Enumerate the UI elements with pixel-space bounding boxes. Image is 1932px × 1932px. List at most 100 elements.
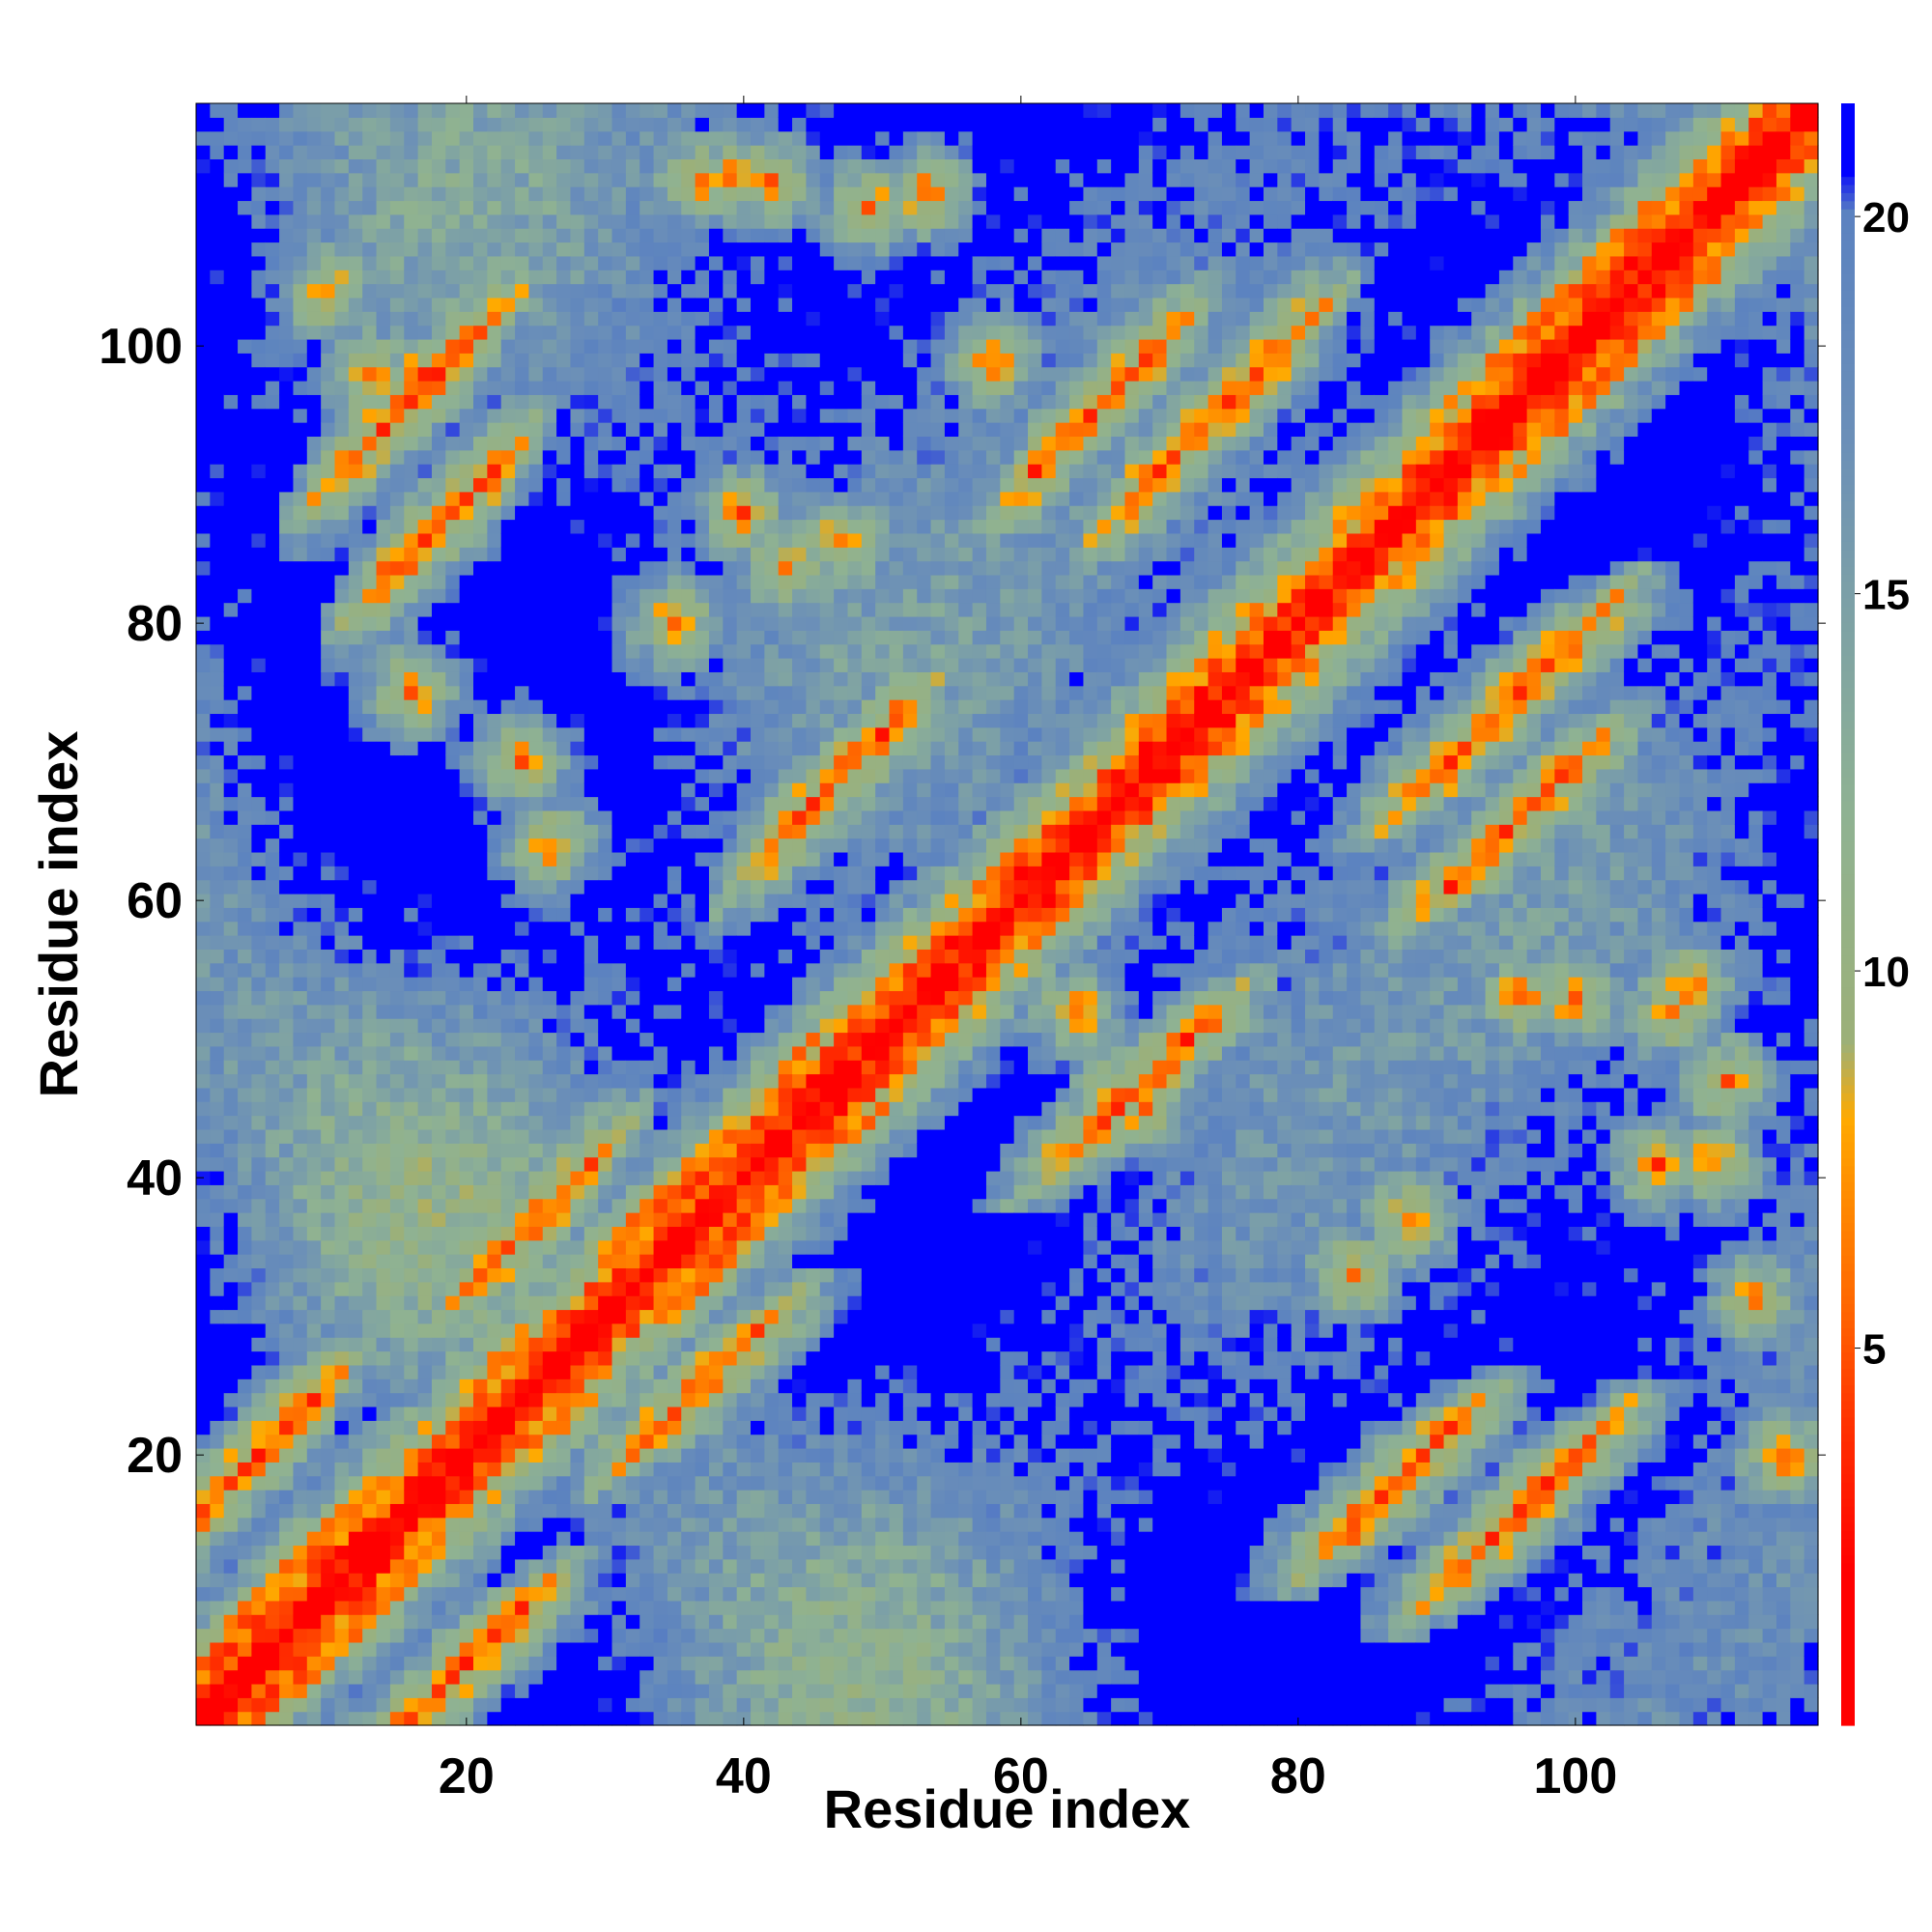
heatmap-cell — [417, 1156, 433, 1172]
heatmap-cell — [362, 879, 378, 895]
heatmap-cell — [598, 1128, 613, 1144]
heatmap-cell — [528, 103, 544, 118]
heatmap-cell — [556, 699, 572, 715]
heatmap-cell — [764, 1226, 780, 1241]
heatmap-cell — [611, 949, 627, 964]
heatmap-cell — [196, 1573, 211, 1588]
heatmap-cell — [598, 1434, 613, 1449]
heatmap-cell — [500, 907, 516, 923]
heatmap-cell — [210, 1254, 225, 1269]
heatmap-cell — [667, 1170, 682, 1185]
heatmap-cell — [251, 172, 267, 187]
heatmap-cell — [293, 782, 308, 798]
heatmap-cell — [736, 338, 752, 354]
heatmap-cell — [528, 1683, 544, 1698]
heatmap-cell — [542, 1573, 557, 1588]
heatmap-cell — [459, 1628, 474, 1643]
heatmap-cell — [487, 713, 502, 728]
heatmap-cell — [583, 713, 599, 728]
heatmap-cell — [625, 1475, 640, 1491]
heatmap-cell — [570, 255, 585, 270]
heatmap-cell — [321, 1101, 336, 1117]
heatmap-cell — [764, 1628, 780, 1643]
heatmap-cell — [404, 1475, 419, 1491]
heatmap-cell — [445, 560, 461, 576]
heatmap-cell — [583, 1115, 599, 1130]
heatmap-cell — [653, 949, 668, 964]
heatmap-cell — [500, 879, 516, 895]
heatmap-cell — [515, 1573, 530, 1588]
heatmap-cell — [334, 1281, 350, 1296]
heatmap-cell — [736, 311, 752, 327]
heatmap-cell — [223, 838, 239, 853]
heatmap-cell — [723, 977, 738, 992]
heatmap-cell — [598, 1641, 613, 1657]
heatmap-cell — [653, 103, 668, 118]
heatmap-cell — [764, 449, 780, 465]
heatmap-cell — [764, 671, 780, 687]
heatmap-cell — [265, 1641, 280, 1657]
heatmap-cell — [293, 1337, 308, 1352]
heatmap-cell — [751, 1170, 765, 1185]
heatmap-cell — [708, 1143, 724, 1158]
heatmap-cell — [362, 1267, 378, 1283]
heatmap-cell — [542, 1697, 557, 1713]
heatmap-cell — [238, 532, 252, 548]
heatmap-cell — [238, 311, 252, 327]
heatmap-cell — [238, 699, 252, 715]
heatmap-cell — [362, 1115, 378, 1130]
heatmap-cell — [625, 1322, 640, 1338]
heatmap-cell — [736, 588, 752, 604]
heatmap-cell — [431, 615, 446, 631]
heatmap-cell — [293, 1628, 308, 1643]
heatmap-cell — [528, 1337, 544, 1352]
heatmap-cell — [238, 1641, 252, 1657]
heatmap-cell — [334, 713, 350, 728]
heatmap-cell — [334, 422, 350, 438]
heatmap-cell — [362, 893, 378, 908]
heatmap-cell — [445, 1628, 461, 1643]
heatmap-cell — [459, 588, 474, 604]
heatmap-cell — [473, 630, 488, 645]
heatmap-cell — [334, 726, 350, 742]
heatmap-cell — [681, 311, 696, 327]
heatmap-cell — [625, 1045, 640, 1061]
heatmap-cell — [473, 1531, 488, 1547]
heatmap-cell — [653, 1600, 668, 1615]
heatmap-cell — [251, 464, 267, 479]
heatmap-cell — [459, 172, 474, 187]
heatmap-cell — [681, 491, 696, 506]
heatmap-cell — [459, 1254, 474, 1269]
heatmap-cell — [639, 1364, 655, 1379]
heatmap-cell — [639, 615, 655, 631]
heatmap-cell — [764, 962, 780, 978]
heatmap-cell — [639, 1281, 655, 1296]
heatmap-cell — [459, 1392, 474, 1407]
heatmap-cell — [528, 838, 544, 853]
heatmap-cell — [210, 1184, 225, 1200]
heatmap-cell — [778, 1392, 793, 1407]
heatmap-cell — [265, 422, 280, 438]
heatmap-cell — [542, 283, 557, 298]
heatmap-cell — [723, 1531, 738, 1547]
heatmap-cell — [362, 1212, 378, 1227]
heatmap-cell — [293, 810, 308, 825]
heatmap-cell — [611, 1018, 627, 1034]
heatmap-cell — [223, 1586, 239, 1602]
heatmap-cell — [334, 338, 350, 354]
heatmap-cell — [556, 1350, 572, 1366]
heatmap-cell — [293, 1656, 308, 1671]
heatmap-cell — [445, 1087, 461, 1102]
heatmap-cell — [764, 1406, 780, 1421]
heatmap-cell — [389, 186, 405, 202]
heatmap-cell — [223, 824, 239, 839]
heatmap-cell — [306, 1378, 322, 1394]
heatmap-cell — [431, 547, 446, 562]
heatmap-cell — [708, 311, 724, 327]
heatmap-cell — [570, 311, 585, 327]
heatmap-cell — [681, 1711, 696, 1726]
heatmap-cell — [487, 1226, 502, 1241]
heatmap-cell — [431, 270, 446, 285]
heatmap-cell — [431, 491, 446, 506]
heatmap-cell — [583, 145, 599, 159]
